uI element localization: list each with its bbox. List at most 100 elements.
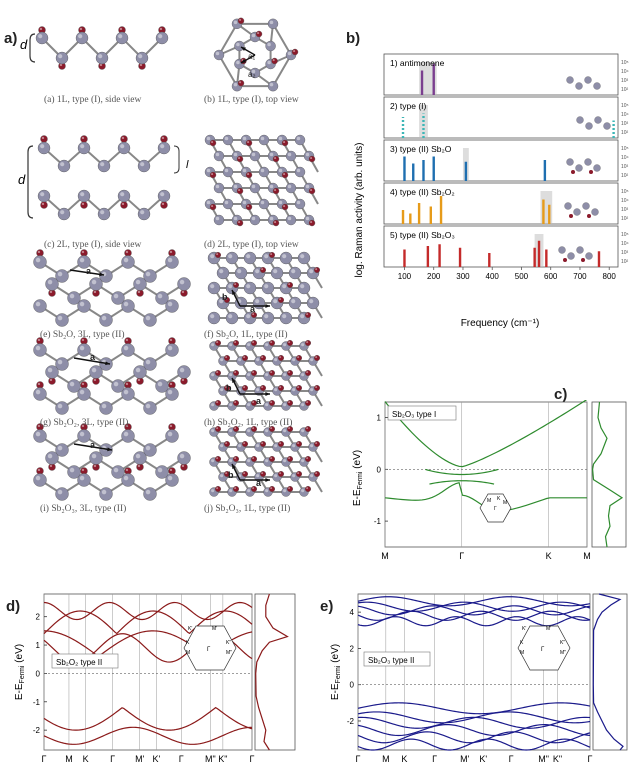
b-o-0-0 [271,57,278,65]
e-l1-sb-0 [33,255,47,269]
g-l3-sb-3 [99,401,113,415]
e-l3-sb-6 [165,299,179,313]
raman-deco-atom-2-3 [593,164,601,172]
j-o-1-1 [241,441,248,448]
j-o-0-0 [214,426,221,433]
raman-xtick-400: 400 [486,272,500,281]
c-label: Sb₂O₃ type I [392,410,436,419]
g-l2-sb-1 [67,379,81,393]
f-sb-1-0 [216,266,230,280]
j-o-2-0 [214,456,221,463]
d-sb-4-3 [258,198,270,210]
d-label-box: Sb₂O₂ type II [51,653,119,669]
i-l2-sb-0 [45,451,59,465]
e-brillouin-zone: Γ K' M' K M K" M" [517,625,571,671]
j-o-1-4 [296,441,303,448]
g-l3-sb-1 [55,401,69,415]
f-sb-1-1 [234,266,248,280]
i-l1-sb-4 [121,429,135,443]
raman-xtick-600: 600 [544,272,558,281]
raman-right-tick-3-3: 10² [621,173,629,179]
i-l2-sb-6 [177,451,191,465]
bandC-ytick--1: -1 [374,517,382,526]
raman-deco-atom-1-1 [585,122,593,130]
h-o-0-2 [250,340,257,347]
g-l1-o-6 [168,337,176,345]
g-l1-sb-1 [55,357,69,371]
bz-e-m1: M' [546,626,551,632]
e-l3-sb-2 [77,299,91,313]
e-l2-sb-0 [45,277,59,291]
raman-deco-o-3-0 [569,214,573,218]
caption-d: (d) 2L, type (I), top view [204,240,299,250]
b-vec-a1 [240,46,256,56]
bz-c-k: K [497,496,501,502]
raman-deco-atom-0-0 [566,76,574,84]
raman-right-tick-5-2: 10³ [621,250,629,256]
j-o-2-5 [305,456,312,463]
i-l1-sb-1 [55,443,69,457]
raman-right-tick-4-0: 10⁵ [621,189,629,195]
b-sb-1-5 [267,18,279,30]
e-l2-sb-3 [111,291,125,305]
j-o-4-4 [287,486,294,493]
c-top-sb-0 [37,141,51,155]
vec-f-a: a [250,304,256,314]
bandD-xtick-1: M [65,754,73,764]
vec-h-b: b [226,383,232,393]
bandE-band-0 [357,596,591,607]
bz-d-m2: M" [226,650,232,656]
j-vec-b-arrow [231,463,241,481]
d-o-3-3 [272,187,280,195]
e-l2-sb-4 [133,277,147,291]
h-o-4-3 [269,400,276,407]
raman-right-tick-2-2: 10³ [621,121,629,127]
raman-subplot-label-5: 5) type (II) Sb₂O₃ [390,230,455,240]
raman-subplot-2: 2) type (I) 10⁵ 10⁴ 10³ 10² [383,96,629,139]
c-bot-o-2 [80,201,88,209]
bandE-band-4 [357,616,591,627]
bz-e-k1: K' [522,626,526,632]
raman-deco-atom-2-2 [584,158,592,166]
j-o-4-0 [214,486,221,493]
raman-xtick-700: 700 [573,272,587,281]
raman-subplot-4: 4) type (II) Sb₂O₂ 10⁵ 10⁴ 10³ 10² [383,182,629,225]
d-sb-5-0 [213,214,225,226]
i-l2-sb-4 [133,451,147,465]
b-sb-1-1 [267,80,279,92]
j-o-4-2 [250,486,257,493]
raman-deco-o-2-0 [571,170,575,174]
d-o-3-5 [308,187,316,195]
d-sb-4-1 [222,198,234,210]
f-sb-4-0 [207,311,221,325]
h-o-1-5 [314,355,321,362]
d-o-0-2 [245,139,253,147]
a-sb-0 [35,31,49,45]
bandD-ytick-0: 0 [36,669,41,678]
bandE-xtick-1: M [382,754,390,764]
h-vec-b-arrow [231,377,241,395]
g-l2-sb-5 [155,379,169,393]
h-o-0-4 [287,340,294,347]
raman-deco-atom-4-3 [585,252,593,260]
b-sb-0-1 [249,67,261,79]
i-l1-sb-0 [33,429,47,443]
bandE-band-1 [357,601,591,612]
h-o-2-4 [287,370,294,377]
f-sb-4-4 [279,311,293,325]
raman-right-tick-5-3: 10² [621,259,629,265]
g-l1-o-0 [36,337,44,345]
vec-h-a: a [256,396,262,406]
e-l3-sb-1 [55,313,69,327]
d-sb-2-5 [294,166,306,178]
d-o-0-4 [281,139,289,147]
raman-right-tick-4-2: 10³ [621,207,629,213]
caption-e: (e) Sb₂O, 3L, type (II) [40,330,125,340]
f-sb-2-0 [207,281,221,295]
raman-deco-o-2-2 [589,170,593,174]
bandC-ytick-1: 1 [377,414,382,423]
j-o-4-1 [232,486,239,493]
g-l1-o-4 [124,337,132,345]
f-sb-1-3 [270,266,284,280]
bandE-xtick-7: M" [538,754,549,764]
